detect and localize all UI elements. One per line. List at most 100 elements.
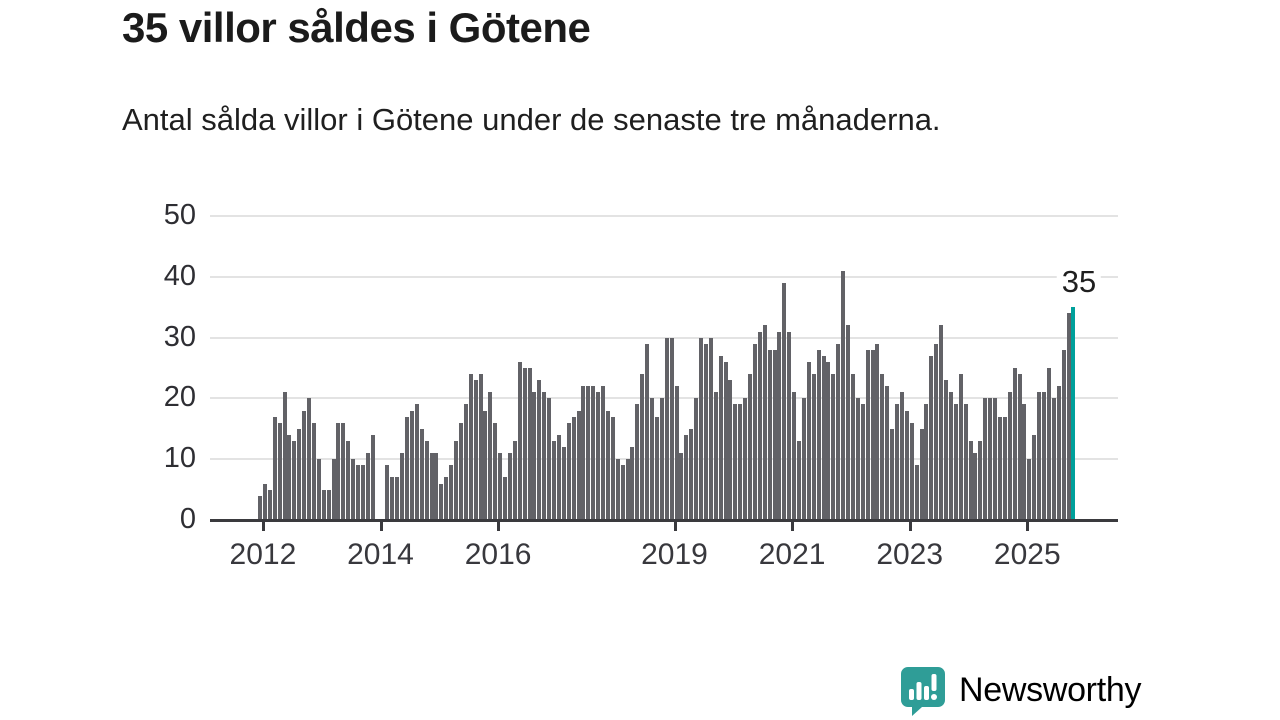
bar-month	[370, 434, 375, 520]
bar-month	[576, 410, 581, 520]
bar-month	[792, 392, 797, 520]
bar-month	[855, 398, 860, 520]
bar-month	[953, 404, 958, 520]
bar-month	[797, 440, 802, 520]
bar-month	[316, 459, 321, 520]
bar-month	[679, 453, 684, 520]
bar-month	[919, 428, 924, 520]
bar-month	[841, 270, 846, 520]
bar-month	[439, 483, 444, 520]
x-axis-tick	[1026, 522, 1030, 531]
bar-month	[262, 483, 267, 520]
bar-month	[890, 428, 895, 520]
bar-month	[385, 465, 390, 520]
bar-month	[850, 374, 855, 520]
bar-month	[552, 440, 557, 520]
bar-month	[948, 392, 953, 520]
bar-month	[787, 331, 792, 520]
bar-month	[356, 465, 361, 520]
x-axis-tick	[379, 522, 383, 531]
last-value-annotation: 35	[1056, 264, 1102, 300]
bar-month	[336, 422, 341, 520]
bar-month	[757, 331, 762, 520]
bar-month	[669, 337, 674, 520]
gridline-y50	[210, 215, 1118, 217]
bar-month	[752, 343, 757, 520]
x-axis-tick	[791, 522, 795, 531]
bar-month	[620, 465, 625, 520]
bar-month	[297, 428, 302, 520]
bar-month	[816, 349, 821, 520]
bar-month	[762, 325, 767, 520]
bar-month	[625, 459, 630, 520]
bar-month	[478, 374, 483, 520]
bar-month	[811, 374, 816, 520]
bar-month	[454, 440, 459, 520]
bar-month	[537, 380, 542, 520]
bar-month	[307, 398, 312, 520]
chart-subtitle: Antal sålda villor i Götene under de sen…	[122, 102, 941, 137]
bar-month	[591, 386, 596, 520]
x-axis-label-2014: 2014	[347, 538, 414, 571]
bar-month	[527, 368, 532, 520]
bar-month	[885, 386, 890, 520]
bar-month	[282, 392, 287, 520]
bar-month	[522, 368, 527, 520]
bar-month	[483, 410, 488, 520]
bar-month	[287, 434, 292, 520]
bar-month	[561, 447, 566, 520]
bar-month	[826, 361, 831, 520]
bar-month	[395, 477, 400, 520]
bar-month	[875, 343, 880, 520]
bar-month	[532, 392, 537, 520]
bar-month	[405, 416, 410, 520]
y-axis-label: 10	[163, 442, 196, 475]
x-axis-label-2021: 2021	[758, 538, 826, 571]
bar-month	[846, 325, 851, 520]
bar-month	[944, 380, 949, 520]
bar-month	[899, 392, 904, 520]
bar-month	[498, 453, 503, 520]
bar-month	[909, 422, 914, 520]
gridline-y40	[210, 275, 1118, 278]
bar-month	[610, 416, 615, 520]
bar-month	[738, 404, 743, 520]
bar-month	[311, 422, 316, 520]
bar-month	[924, 404, 929, 520]
bar-month	[650, 398, 655, 520]
bar-month	[718, 355, 723, 520]
bar-month	[449, 465, 454, 520]
bar-month	[939, 325, 944, 520]
bar-month	[463, 404, 468, 520]
bar-month	[743, 398, 748, 520]
bar-month	[326, 489, 331, 520]
bar-month	[1007, 392, 1012, 520]
bar-month	[272, 416, 277, 520]
y-axis-label: 20	[163, 381, 196, 414]
y-axis-label: 40	[163, 259, 196, 292]
bar-month	[684, 434, 689, 520]
bar-month	[689, 428, 694, 520]
bar-month	[821, 355, 826, 520]
bar-month	[993, 398, 998, 520]
bar-month	[473, 380, 478, 520]
bar-month	[615, 459, 620, 520]
bar-month	[713, 392, 718, 520]
x-axis-label-2016: 2016	[464, 538, 532, 571]
brand-name: Newsworthy	[959, 670, 1142, 709]
bar-month	[973, 453, 978, 520]
bar-month	[659, 398, 664, 520]
bar-month	[914, 465, 919, 520]
bar-month	[331, 459, 336, 520]
y-axis-label: 0	[179, 503, 196, 535]
bar-month	[596, 392, 601, 520]
bar-month	[983, 398, 988, 520]
x-axis-label-2019: 2019	[641, 538, 708, 571]
bar-month	[277, 422, 282, 520]
bar-month	[988, 398, 993, 520]
gridline-y20	[210, 397, 1118, 400]
bar-month	[1061, 349, 1066, 520]
bar-month	[694, 398, 699, 520]
bar-month	[997, 416, 1002, 520]
